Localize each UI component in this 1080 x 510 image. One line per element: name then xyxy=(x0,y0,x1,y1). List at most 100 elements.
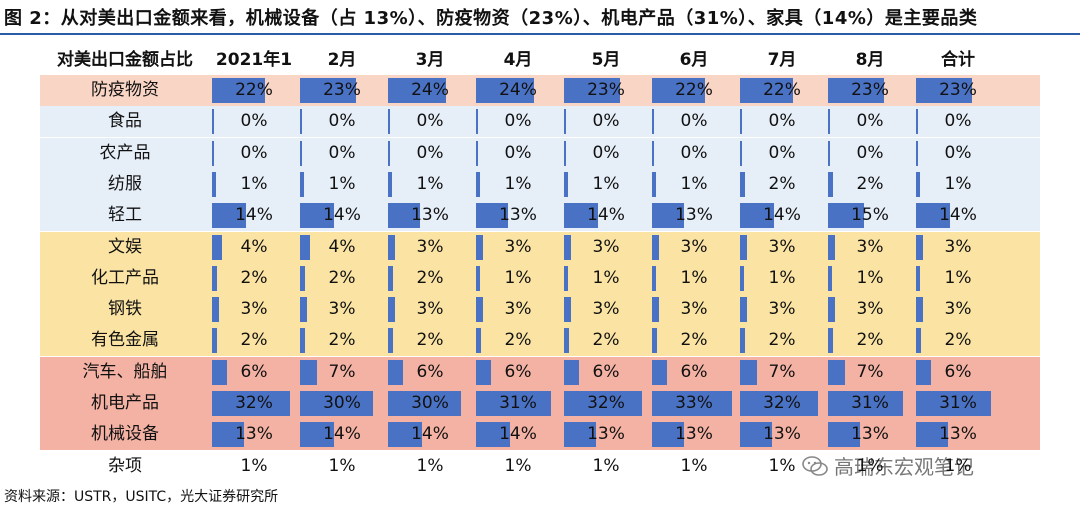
value-cell: 14% xyxy=(738,200,826,231)
data-label: 30% xyxy=(411,393,449,413)
data-bar xyxy=(300,359,317,385)
data-bar xyxy=(828,234,836,260)
value-cell: 7% xyxy=(298,357,386,388)
value-cell: 14% xyxy=(562,200,650,231)
data-label: 14% xyxy=(587,205,625,226)
value-cell: 31% xyxy=(914,388,1002,419)
data-label: 0% xyxy=(856,142,884,163)
value-cell: 0% xyxy=(386,138,474,169)
value-cell: 13% xyxy=(914,419,1002,450)
data-label: 31% xyxy=(499,393,537,413)
value-cell: 14% xyxy=(914,200,1002,231)
data-label: 1% xyxy=(504,173,532,194)
data-bar xyxy=(212,391,290,416)
data-label: 3% xyxy=(856,236,884,257)
data-bar xyxy=(476,171,480,197)
data-label: 2% xyxy=(944,330,972,351)
data-bar xyxy=(916,297,924,323)
value-cell: 2% xyxy=(562,325,650,356)
data-label: 33% xyxy=(675,393,713,413)
column-header: 8月 xyxy=(855,50,885,70)
data-label: 0% xyxy=(416,142,444,163)
title-underline xyxy=(0,33,1080,35)
value-cell: 1% xyxy=(210,451,298,482)
data-label: 6% xyxy=(592,361,620,382)
data-label: 22% xyxy=(675,80,713,100)
value-cell: 0% xyxy=(210,106,298,137)
value-cell: 0% xyxy=(210,138,298,169)
column-header: 3月 xyxy=(415,50,445,70)
data-label: 0% xyxy=(768,142,796,163)
value-cell: 22% xyxy=(210,75,298,106)
data-label: 1% xyxy=(416,173,444,194)
value-cell: 2% xyxy=(914,325,1002,356)
value-cell: 0% xyxy=(914,106,1002,137)
data-label: 1% xyxy=(680,267,708,288)
data-label: 13% xyxy=(851,424,889,445)
data-label: 2% xyxy=(504,330,532,351)
value-cell: 0% xyxy=(650,138,738,169)
data-bar xyxy=(740,359,757,385)
value-cell: 3% xyxy=(650,232,738,263)
data-label: 23% xyxy=(939,80,977,100)
table-row: 杂项 1% 1% 1% 1% 1% 1% 1% 1% 1% xyxy=(40,451,1040,482)
data-bar xyxy=(652,140,654,166)
data-bar xyxy=(564,140,566,166)
table-row: 有色金属 2% 2% 2% 2% 2% 2% 2% 2% 2% xyxy=(40,325,1040,357)
data-bar xyxy=(388,203,420,229)
data-bar xyxy=(828,203,865,229)
data-label: 0% xyxy=(680,142,708,163)
data-bar xyxy=(740,78,794,103)
data-bar xyxy=(388,109,390,135)
data-label: 1% xyxy=(240,173,268,194)
row-label: 纺服 xyxy=(108,173,142,194)
value-cell: 13% xyxy=(210,419,298,450)
value-cell: 32% xyxy=(738,388,826,419)
data-bar xyxy=(388,234,396,260)
data-bar xyxy=(212,328,217,354)
value-cell: 1% xyxy=(474,263,562,294)
data-bar xyxy=(300,265,305,291)
data-label: 3% xyxy=(592,299,620,320)
value-cell: 6% xyxy=(386,357,474,388)
data-bar xyxy=(740,328,745,354)
data-label: 1% xyxy=(944,455,972,476)
data-label: 14% xyxy=(763,205,801,226)
value-cell: 6% xyxy=(562,357,650,388)
header-row: 对美出口金额占比 2021年1月 2月 3月 4月 5月 6月 7月 8月 合计 xyxy=(40,45,1040,100)
value-cell: 31% xyxy=(474,388,562,419)
data-bar xyxy=(300,422,334,448)
data-bar xyxy=(476,297,484,323)
data-bar xyxy=(916,328,921,354)
value-cell: 3% xyxy=(826,294,914,325)
data-label: 0% xyxy=(504,111,532,132)
data-bar xyxy=(828,265,832,291)
data-label: 15% xyxy=(851,205,889,226)
data-label: 7% xyxy=(856,361,884,382)
data-label: 1% xyxy=(856,267,884,288)
value-cell: 13% xyxy=(562,419,650,450)
value-cell: 7% xyxy=(738,357,826,388)
data-bar xyxy=(476,359,491,385)
data-label: 0% xyxy=(944,142,972,163)
data-bar xyxy=(476,328,481,354)
data-bar xyxy=(740,140,742,166)
data-bar xyxy=(916,422,948,448)
data-bar xyxy=(828,391,904,416)
value-cell: 1% xyxy=(562,263,650,294)
data-label: 3% xyxy=(944,299,972,320)
data-bar xyxy=(916,140,918,166)
data-bar xyxy=(916,171,920,197)
value-cell: 2% xyxy=(474,325,562,356)
data-label: 3% xyxy=(328,299,356,320)
value-cell: 3% xyxy=(738,294,826,325)
data-bar xyxy=(564,391,642,416)
data-label: 1% xyxy=(768,455,796,476)
data-bar xyxy=(740,171,745,197)
data-bar xyxy=(652,171,656,197)
data-bar xyxy=(212,109,214,135)
watermark: 高瑞东宏观笔记 xyxy=(802,451,974,480)
data-label: 6% xyxy=(416,361,444,382)
value-cell: 13% xyxy=(738,419,826,450)
row-label: 防疫物资 xyxy=(91,80,159,100)
